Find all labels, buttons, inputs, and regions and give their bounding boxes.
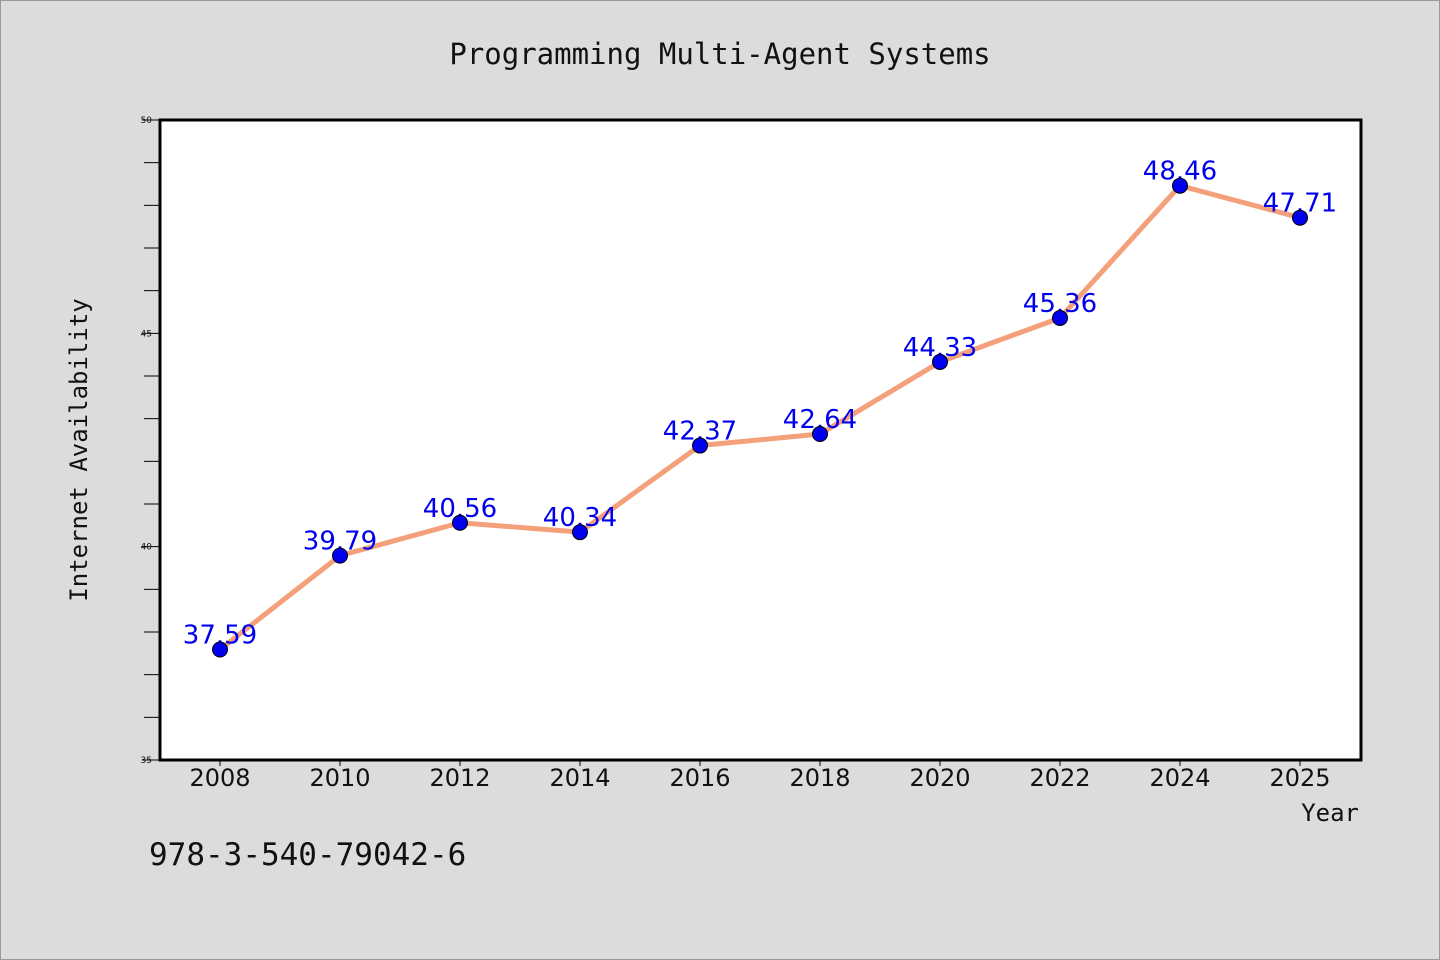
x-tick-label: 2008 [189,764,250,792]
x-tick-label: 2024 [1149,764,1210,792]
data-point [1172,177,1188,194]
plot-frame [158,118,1363,762]
y-tick-label: 50 [141,116,153,126]
y-axis: 35 40 45 50 [141,116,160,766]
data-point [692,437,708,454]
x-axis: 2008 2010 2012 2014 2016 2018 2020 2022 2024 2025 [189,760,1331,792]
x-tick-label: 2018 [789,764,850,792]
data-point [572,524,588,541]
y-axis-label: Internet Availability [65,298,93,601]
data-point [332,547,348,564]
x-tick-label: 2012 [429,764,490,792]
isbn-text: 978-3-540-79042-6 [149,837,466,873]
data-point [932,353,948,370]
x-tick-label: 2014 [549,764,610,792]
x-tick-label: 2016 [669,764,730,792]
series-line [218,183,1301,652]
chart-title: Programming Multi-Agent Systems [449,37,990,71]
x-axis-label: Year [1301,799,1359,827]
data-point [452,514,468,531]
x-tick-label: 2022 [1029,764,1090,792]
data-point [1292,209,1308,226]
x-tick-label: 2025 [1269,764,1330,792]
x-tick-label: 2010 [309,764,370,792]
data-point [212,641,228,658]
data-point [812,426,828,443]
y-tick-label: 40 [141,543,153,553]
y-tick-label: 45 [141,329,152,339]
y-tick-label: 35 [141,756,152,766]
x-tick-label: 2020 [909,764,970,792]
data-point [1052,309,1068,326]
